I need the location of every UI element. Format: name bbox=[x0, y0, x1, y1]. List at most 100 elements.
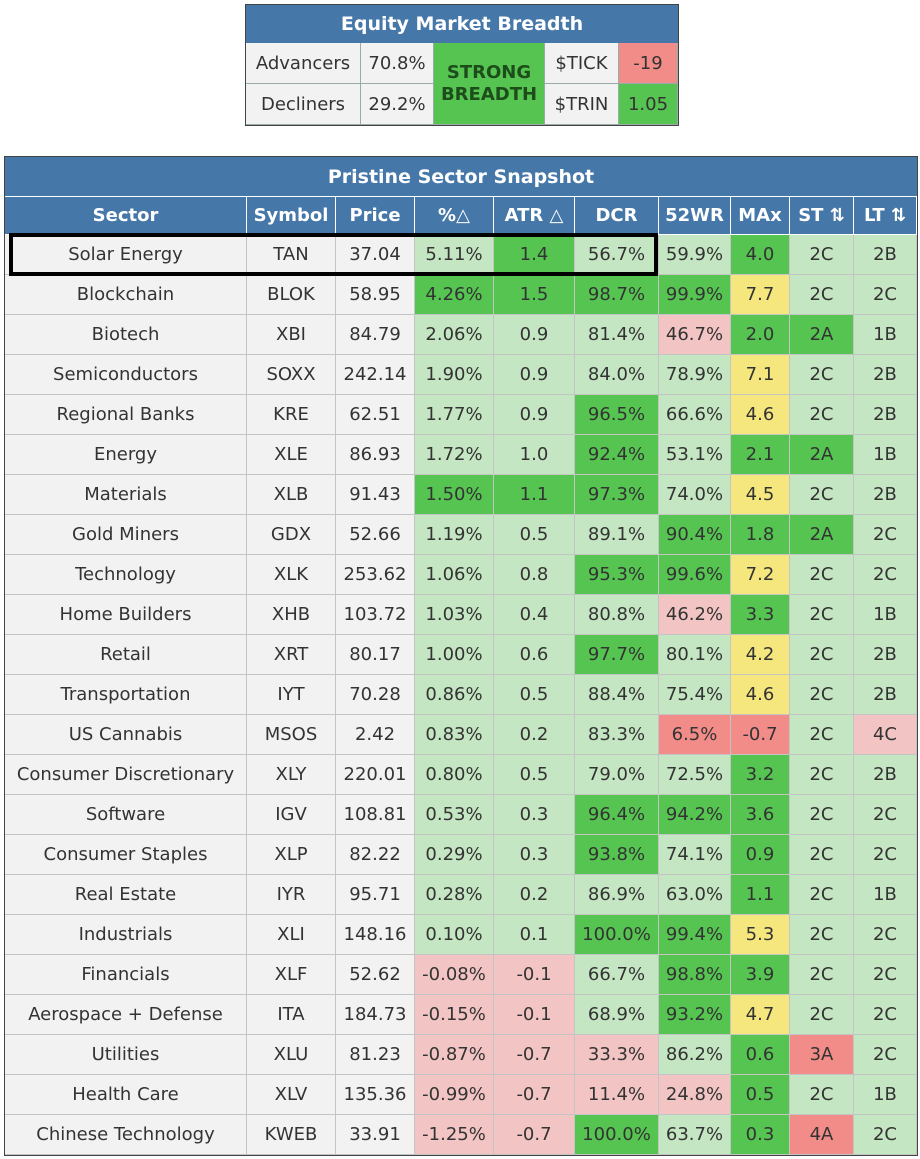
cell-sector: Transportation bbox=[5, 675, 247, 715]
cell-st: 2C bbox=[790, 755, 854, 795]
cell-atr-change: 0.5 bbox=[494, 755, 575, 795]
cell-price: 81.23 bbox=[336, 1035, 415, 1075]
cell-lt: 4C bbox=[854, 715, 917, 755]
table-row[interactable]: Energy XLE 86.93 1.72% 1.0 92.4% 53.1% 2.1 2A 1B bbox=[5, 435, 917, 475]
table-row[interactable]: Gold Miners GDX 52.66 1.19% 0.5 89.1% 90.4% 1.8… bbox=[5, 515, 917, 555]
cell-52wr: 99.6% bbox=[659, 555, 731, 595]
column-header-max[interactable]: MAx bbox=[731, 197, 790, 234]
cell-pct-change: 1.77% bbox=[415, 395, 494, 435]
cell-pct-change: 2.06% bbox=[415, 315, 494, 355]
cell-lt: 1B bbox=[854, 315, 917, 355]
table-row[interactable]: Biotech XBI 84.79 2.06% 0.9 81.4% 46.7% 2.0 2A 1B bbox=[5, 315, 917, 355]
table-row[interactable]: US Cannabis MSOS 2.42 0.83% 0.2 83.3% 6.5% -0.7… bbox=[5, 715, 917, 755]
cell-pct-change: 0.28% bbox=[415, 875, 494, 915]
advancers-label: Advancers bbox=[246, 43, 361, 84]
cell-atr-change: 0.9 bbox=[494, 315, 575, 355]
cell-pct-change: 1.00% bbox=[415, 635, 494, 675]
table-row[interactable]: Home Builders XHB 103.72 1.03% 0.4 80.8% 46.2%… bbox=[5, 595, 917, 635]
cell-pct-change: 1.90% bbox=[415, 355, 494, 395]
cell-symbol: XLF bbox=[247, 955, 336, 995]
cell-sector: Technology bbox=[5, 555, 247, 595]
cell-pct-change: 0.80% bbox=[415, 755, 494, 795]
table-row[interactable]: Retail XRT 80.17 1.00% 0.6 97.7% 80.1% 4.2 2C 2B bbox=[5, 635, 917, 675]
cell-pct-change: 0.83% bbox=[415, 715, 494, 755]
cell-st: 2C bbox=[790, 275, 854, 315]
table-row[interactable]: Transportation IYT 70.28 0.86% 0.5 88.4% 75.4%… bbox=[5, 675, 917, 715]
column-header-52wr[interactable]: 52WR bbox=[659, 197, 731, 234]
cell-lt: 1B bbox=[854, 875, 917, 915]
table-row[interactable]: Solar Energy TAN 37.04 5.11% 1.4 56.7% 59.9% 4.… bbox=[5, 235, 917, 275]
cell-sector: Solar Energy bbox=[5, 235, 247, 275]
cell-st: 2C bbox=[790, 1075, 854, 1115]
table-row[interactable]: Chinese Technology KWEB 33.91 -1.25% -0.7 100… bbox=[5, 1115, 917, 1155]
cell-st: 2C bbox=[790, 395, 854, 435]
cell-dcr: 96.4% bbox=[575, 795, 659, 835]
table-row[interactable]: Consumer Staples XLP 82.22 0.29% 0.3 93.8% 74.… bbox=[5, 835, 917, 875]
table-row[interactable]: Materials XLB 91.43 1.50% 1.1 97.3% 74.0% 4.5 2C… bbox=[5, 475, 917, 515]
cell-symbol: XLV bbox=[247, 1075, 336, 1115]
cell-symbol: TAN bbox=[247, 235, 336, 275]
cell-dcr: 93.8% bbox=[575, 835, 659, 875]
cell-sector: Semiconductors bbox=[5, 355, 247, 395]
column-header-price[interactable]: Price bbox=[336, 197, 415, 234]
cell-max: 7.1 bbox=[731, 355, 790, 395]
cell-lt: 1B bbox=[854, 595, 917, 635]
cell-dcr: 95.3% bbox=[575, 555, 659, 595]
cell-52wr: 6.5% bbox=[659, 715, 731, 755]
column-header-atr-change[interactable]: ATR △ bbox=[494, 197, 575, 234]
table-row[interactable]: Technology XLK 253.62 1.06% 0.8 95.3% 99.6% 7.2… bbox=[5, 555, 917, 595]
table-row[interactable]: Semiconductors SOXX 242.14 1.90% 0.9 84.0% 78.… bbox=[5, 355, 917, 395]
cell-lt: 2C bbox=[854, 915, 917, 955]
cell-dcr: 56.7% bbox=[575, 235, 659, 275]
table-row[interactable]: Real Estate IYR 95.71 0.28% 0.2 86.9% 63.0% 1.1… bbox=[5, 875, 917, 915]
cell-max: 4.6 bbox=[731, 675, 790, 715]
cell-symbol: IGV bbox=[247, 795, 336, 835]
cell-atr-change: 0.2 bbox=[494, 715, 575, 755]
cell-sector: US Cannabis bbox=[5, 715, 247, 755]
cell-symbol: XLB bbox=[247, 475, 336, 515]
table-row[interactable]: Utilities XLU 81.23 -0.87% -0.7 33.3% 86.2% 0.6… bbox=[5, 1035, 917, 1075]
table-row[interactable]: Software IGV 108.81 0.53% 0.3 96.4% 94.2% 3.6 2C… bbox=[5, 795, 917, 835]
cell-price: 80.17 bbox=[336, 635, 415, 675]
column-header-row: Sector Symbol Price %△ ATR △ DCR 52WR MAx ST ⇅ LT… bbox=[5, 197, 917, 234]
cell-dcr: 98.7% bbox=[575, 275, 659, 315]
cell-max: 4.6 bbox=[731, 395, 790, 435]
table-row[interactable]: Consumer Discretionary XLY 220.01 0.80% 0.5 7… bbox=[5, 755, 917, 795]
cell-price: 148.16 bbox=[336, 915, 415, 955]
column-header-pct-change[interactable]: %△ bbox=[415, 197, 494, 234]
table-row[interactable]: Health Care XLV 135.36 -0.99% -0.7 11.4% 24.8%… bbox=[5, 1075, 917, 1115]
column-header-sector[interactable]: Sector bbox=[5, 197, 247, 234]
cell-price: 135.36 bbox=[336, 1075, 415, 1115]
cell-symbol: IYR bbox=[247, 875, 336, 915]
table-row[interactable]: Regional Banks KRE 62.51 1.77% 0.9 96.5% 66.6%… bbox=[5, 395, 917, 435]
cell-dcr: 92.4% bbox=[575, 435, 659, 475]
column-header-st[interactable]: ST ⇅ bbox=[790, 197, 854, 234]
cell-st: 2C bbox=[790, 915, 854, 955]
decliners-value: 29.2% bbox=[361, 84, 434, 125]
column-header-symbol[interactable]: Symbol bbox=[247, 197, 336, 234]
cell-pct-change: -0.99% bbox=[415, 1075, 494, 1115]
column-header-lt[interactable]: LT ⇅ bbox=[854, 197, 917, 234]
column-header-dcr[interactable]: DCR bbox=[575, 197, 659, 234]
cell-symbol: KWEB bbox=[247, 1115, 336, 1155]
table-row[interactable]: Blockchain BLOK 58.95 4.26% 1.5 98.7% 99.9% 7.7… bbox=[5, 275, 917, 315]
cell-price: 52.62 bbox=[336, 955, 415, 995]
table-row[interactable]: Financials XLF 52.62 -0.08% -0.1 66.7% 98.8% 3.… bbox=[5, 955, 917, 995]
cell-atr-change: -0.1 bbox=[494, 995, 575, 1035]
cell-st: 2C bbox=[790, 995, 854, 1035]
cell-lt: 2B bbox=[854, 675, 917, 715]
cell-symbol: XLY bbox=[247, 755, 336, 795]
cell-sector: Health Care bbox=[5, 1075, 247, 1115]
cell-dcr: 80.8% bbox=[575, 595, 659, 635]
cell-st: 2C bbox=[790, 595, 854, 635]
cell-st: 2C bbox=[790, 835, 854, 875]
cell-symbol: XBI bbox=[247, 315, 336, 355]
cell-pct-change: -0.15% bbox=[415, 995, 494, 1035]
cell-52wr: 99.9% bbox=[659, 275, 731, 315]
table-row[interactable]: Industrials XLI 148.16 0.10% 0.1 100.0% 99.4% 5… bbox=[5, 915, 917, 955]
cell-52wr: 24.8% bbox=[659, 1075, 731, 1115]
cell-price: 62.51 bbox=[336, 395, 415, 435]
cell-52wr: 63.0% bbox=[659, 875, 731, 915]
table-row[interactable]: Aerospace + Defense ITA 184.73 -0.15% -0.1 68… bbox=[5, 995, 917, 1035]
snapshot-title: Pristine Sector Snapshot bbox=[5, 157, 917, 197]
